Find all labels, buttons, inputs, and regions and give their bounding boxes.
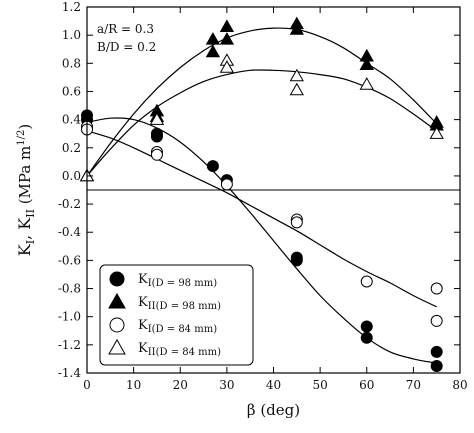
data-point-series-4 — [219, 60, 235, 73]
legend-label-sub: II(D = 84 mm) — [148, 347, 221, 358]
y-tick-label: -1.4 — [58, 366, 82, 380]
legend-label-2: KII(D = 98 mm) — [138, 295, 221, 312]
ylabel-sep: , — [15, 230, 34, 240]
ylabel-unit: (MPa m — [16, 146, 34, 209]
y-tick-label: 0.2 — [62, 141, 81, 155]
data-point-series-1 — [360, 331, 373, 344]
y-tick-label: 0.0 — [62, 169, 81, 183]
x-tick-label: 40 — [266, 378, 281, 392]
y-tick-label: -1.2 — [58, 338, 81, 352]
legend-label-main: K — [138, 272, 148, 287]
legend-label-main: K — [138, 341, 148, 356]
legend-label-sub: II(D = 98 mm) — [148, 301, 221, 312]
axis-ticks-layer: 0 10 20 30 40 50 60 70 80 -1.4 -1.2 -1.0 -0.8 -0.6 -0.… — [58, 0, 468, 392]
data-point-series-4 — [289, 68, 304, 82]
legend-label-3: KI(D = 84 mm) — [138, 318, 217, 335]
y-tick-label: 1.2 — [62, 0, 81, 14]
data-point-series-2 — [289, 22, 304, 35]
legend: KI(D = 98 mm)KII(D = 98 mm)KI(D = 84 mm)… — [99, 264, 254, 366]
legend-label-main: K — [138, 318, 148, 333]
y-tick-label: 0.6 — [62, 84, 81, 98]
data-point-series-2 — [205, 32, 221, 45]
data-point-series-1 — [430, 359, 443, 372]
x-tick-label: 70 — [406, 378, 421, 392]
data-point-series-2 — [359, 57, 374, 70]
legend-label-main: K — [138, 295, 148, 310]
x-tick-label: 60 — [359, 378, 374, 392]
fit-curve-series-1 — [86, 117, 437, 364]
y-tick-label: -0.6 — [58, 253, 81, 267]
legend-label-sub: I(D = 84 mm) — [148, 324, 217, 335]
legend-label-4: KII(D = 84 mm) — [138, 341, 221, 358]
data-point-series-1 — [150, 130, 163, 143]
data-point-series-2 — [219, 19, 235, 32]
data-point-series-3 — [430, 282, 443, 295]
annotation-BD: B/D = 0.2 — [97, 40, 156, 54]
x-tick-label: 0 — [83, 378, 91, 392]
legend-marker-4 — [108, 338, 126, 355]
data-point-series-1 — [360, 320, 373, 333]
x-tick-label: 30 — [219, 378, 234, 392]
fit-curve-series-4 — [86, 69, 438, 177]
x-tick-label: 10 — [126, 378, 141, 392]
data-point-series-3 — [220, 178, 233, 191]
data-point-series-3 — [290, 216, 303, 229]
y-tick-label: 1.0 — [62, 28, 81, 42]
legend-marker-1 — [109, 271, 125, 287]
y-tick-label: -0.4 — [58, 225, 82, 239]
data-point-series-2 — [219, 32, 235, 45]
legend-label-sub: I(D = 98 mm) — [148, 278, 217, 289]
legend-marker-2 — [108, 292, 126, 309]
x-axis-label: β (deg) — [247, 401, 300, 419]
data-point-series-3 — [360, 275, 373, 288]
y-tick-label: 0.8 — [62, 56, 81, 70]
data-point-series-3 — [150, 148, 163, 161]
data-point-series-1 — [430, 345, 443, 358]
annotation-aR: a/R = 0.3 — [97, 22, 154, 36]
x-tick-label: 80 — [452, 378, 467, 392]
data-point-series-4 — [429, 126, 444, 139]
ylabel-exp: 1/2 — [16, 130, 27, 146]
fit-curve-series-3 — [86, 130, 437, 308]
data-point-series-4 — [149, 112, 165, 125]
y-axis-label: KI, KII (MPa m1/2) — [15, 124, 37, 256]
legend-marker-3 — [109, 317, 125, 333]
y-tick-label: -1.0 — [58, 310, 81, 324]
ylabel-close: ) — [16, 124, 34, 130]
data-point-series-4 — [289, 82, 304, 96]
y-tick-label: 0.4 — [62, 113, 81, 127]
ylabel-k2: K — [15, 217, 34, 230]
data-point-series-2 — [205, 44, 221, 58]
ylabel-k2-sub: II — [24, 209, 37, 218]
x-tick-label: 50 — [312, 378, 327, 392]
data-point-series-4 — [359, 77, 374, 90]
ylabel-k1: K — [15, 243, 34, 256]
data-point-series-3 — [430, 314, 443, 327]
fit-curves-layer — [86, 27, 438, 364]
legend-box — [99, 264, 254, 366]
y-tick-label: -0.8 — [58, 282, 81, 296]
data-point-series-1 — [290, 254, 303, 267]
y-tick-label: -0.2 — [58, 197, 81, 211]
ylabel-k1-sub: I — [24, 240, 37, 244]
legend-label-1: KI(D = 98 mm) — [138, 272, 217, 289]
data-point-series-1 — [206, 160, 219, 173]
x-tick-label: 20 — [173, 378, 188, 392]
fit-curve-series-2 — [86, 27, 438, 177]
